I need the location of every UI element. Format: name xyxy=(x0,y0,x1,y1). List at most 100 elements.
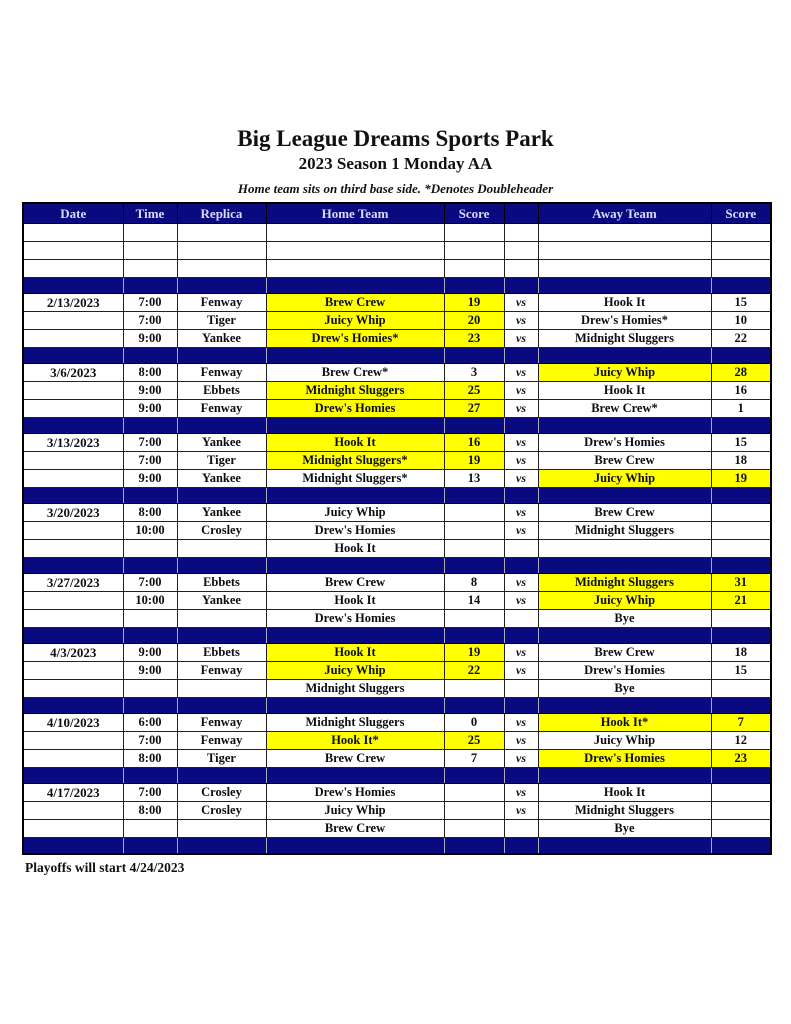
page-subtitle: 2023 Season 1 Monday AA xyxy=(298,154,493,173)
col-header-replica: Replica xyxy=(176,202,267,224)
game-row: Brew Crew Bye xyxy=(22,819,772,838)
divider-cell xyxy=(710,697,772,714)
away-score-cell xyxy=(710,539,772,558)
home-score-cell xyxy=(443,679,505,698)
game-row: 4/10/2023 6:00 Fenway Midnight Sluggers 0 vs H… xyxy=(22,713,772,732)
away-score-cell: 12 xyxy=(710,731,772,750)
away-score-cell: 10 xyxy=(710,311,772,330)
home-score-cell xyxy=(443,503,505,522)
date-cell: 3/27/2023 xyxy=(22,573,124,592)
schedule-body: 2/13/2023 7:00 Fenway Brew Crew 19 vs Hook It 1… xyxy=(22,223,772,855)
home-score-cell: 14 xyxy=(443,591,505,610)
home-team-cell: Midnight Sluggers xyxy=(265,381,445,400)
time-cell: 7:00 xyxy=(122,433,178,452)
time-cell: 9:00 xyxy=(122,329,178,348)
divider-row xyxy=(22,767,772,784)
away-score-cell xyxy=(710,259,772,278)
away-score-cell: 15 xyxy=(710,293,772,312)
away-team-cell xyxy=(537,539,712,558)
time-cell: 9:00 xyxy=(122,661,178,680)
home-score-cell xyxy=(443,819,505,838)
divider-cell xyxy=(710,627,772,644)
divider-cell xyxy=(122,837,178,855)
game-row: 9:00 Yankee Midnight Sluggers* 13 vs Juicy Wh… xyxy=(22,469,772,488)
date-cell: 3/20/2023 xyxy=(22,503,124,522)
away-team-cell: Midnight Sluggers xyxy=(537,521,712,540)
game-row: Drew's Homies Bye xyxy=(22,609,772,628)
home-score-cell xyxy=(443,801,505,820)
replica-cell: Ebbets xyxy=(176,381,267,400)
away-team-cell xyxy=(537,223,712,242)
vs-cell: vs xyxy=(503,521,539,540)
date-cell xyxy=(22,451,124,470)
home-team-cell: Midnight Sluggers* xyxy=(265,469,445,488)
divider-cell xyxy=(176,767,267,784)
away-score-cell: 18 xyxy=(710,643,772,662)
divider-cell xyxy=(710,277,772,294)
home-team-cell: Drew's Homies* xyxy=(265,329,445,348)
game-row: 9:00 Fenway Drew's Homies 27 vs Brew Crew* 1 xyxy=(22,399,772,418)
home-team-cell: Juicy Whip xyxy=(265,503,445,522)
time-cell: 8:00 xyxy=(122,801,178,820)
home-score-cell: 19 xyxy=(443,643,505,662)
replica-cell: Fenway xyxy=(176,731,267,750)
replica-cell: Fenway xyxy=(176,399,267,418)
replica-cell: Fenway xyxy=(176,363,267,382)
home-score-cell: 19 xyxy=(443,293,505,312)
divider-cell xyxy=(265,627,445,644)
date-cell xyxy=(22,259,124,278)
divider-cell xyxy=(22,487,124,504)
divider-cell xyxy=(537,627,712,644)
replica-cell xyxy=(176,819,267,838)
vs-cell: vs xyxy=(503,433,539,452)
away-team-cell xyxy=(537,259,712,278)
game-row: 7:00 Tiger Juicy Whip 20 vs Drew's Homies* 10 xyxy=(22,311,772,330)
away-score-cell: 31 xyxy=(710,573,772,592)
date-cell xyxy=(22,591,124,610)
home-score-cell xyxy=(443,609,505,628)
divider-cell xyxy=(22,767,124,784)
date-cell xyxy=(22,731,124,750)
vs-cell: vs xyxy=(503,293,539,312)
home-team-cell: Hook It xyxy=(265,643,445,662)
empty-row xyxy=(22,223,772,242)
page-title: Big League Dreams Sports Park xyxy=(237,126,554,151)
replica-cell: Crosley xyxy=(176,783,267,802)
away-score-cell: 15 xyxy=(710,661,772,680)
replica-cell: Yankee xyxy=(176,433,267,452)
replica-cell: Crosley xyxy=(176,801,267,820)
vs-cell: vs xyxy=(503,503,539,522)
vs-cell: vs xyxy=(503,381,539,400)
divider-cell xyxy=(265,487,445,504)
replica-cell: Tiger xyxy=(176,311,267,330)
divider-cell xyxy=(503,417,539,434)
divider-cell xyxy=(443,837,505,855)
away-team-cell: Drew's Homies xyxy=(537,661,712,680)
away-score-cell: 15 xyxy=(710,433,772,452)
divider-cell xyxy=(265,767,445,784)
divider-cell xyxy=(176,347,267,364)
home-score-cell: 3 xyxy=(443,363,505,382)
away-team-cell: Brew Crew xyxy=(537,643,712,662)
vs-cell: vs xyxy=(503,661,539,680)
divider-cell xyxy=(176,627,267,644)
home-team-cell xyxy=(265,259,445,278)
date-cell xyxy=(22,819,124,838)
divider-cell xyxy=(443,277,505,294)
divider-cell xyxy=(537,347,712,364)
divider-cell xyxy=(122,557,178,574)
time-cell xyxy=(122,241,178,260)
home-team-cell xyxy=(265,241,445,260)
home-team-cell: Drew's Homies xyxy=(265,399,445,418)
away-team-cell: Brew Crew* xyxy=(537,399,712,418)
divider-cell xyxy=(265,557,445,574)
divider-cell xyxy=(503,277,539,294)
home-score-cell: 0 xyxy=(443,713,505,732)
date-cell: 4/17/2023 xyxy=(22,783,124,802)
away-team-cell: Drew's Homies* xyxy=(537,311,712,330)
vs-cell: vs xyxy=(503,801,539,820)
vs-cell: vs xyxy=(503,329,539,348)
away-score-cell xyxy=(710,679,772,698)
divider-row xyxy=(22,487,772,504)
away-team-cell: Juicy Whip xyxy=(537,591,712,610)
